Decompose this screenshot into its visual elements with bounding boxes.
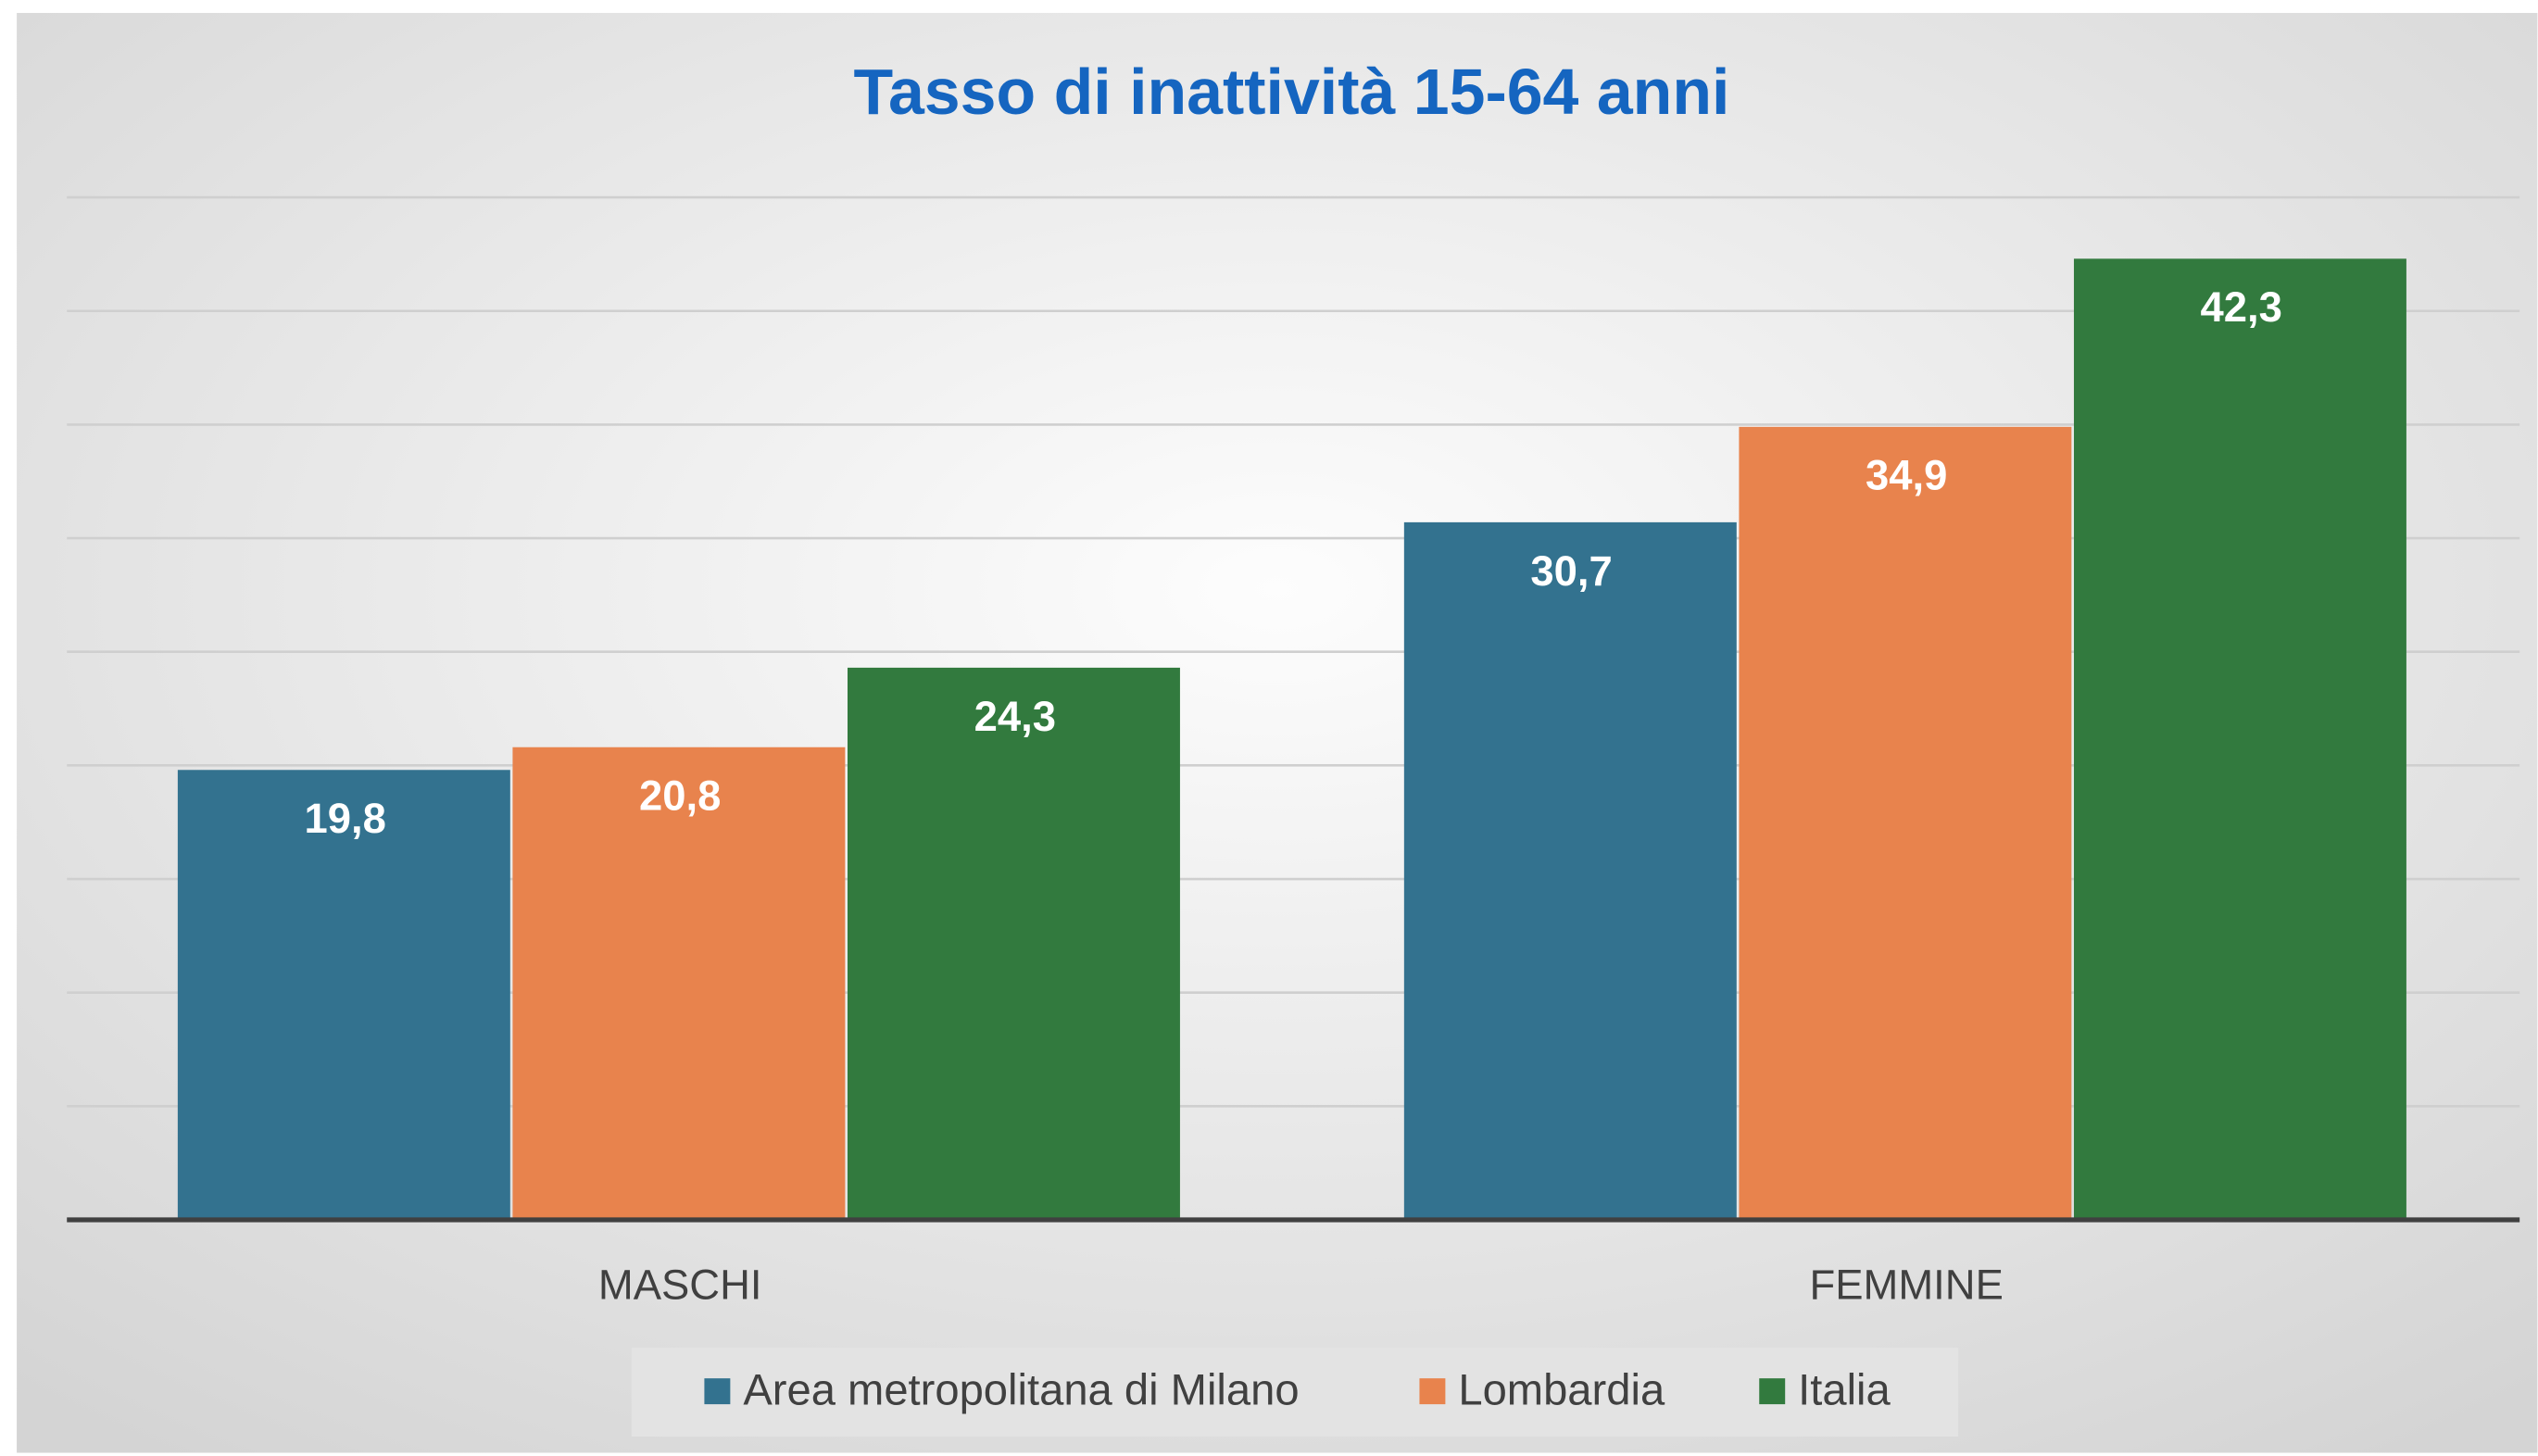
data-label: 30,7 <box>1530 547 1612 595</box>
bar <box>1403 521 1737 1220</box>
bar <box>2073 258 2406 1220</box>
data-label: 42,3 <box>2201 283 2282 331</box>
data-label: 34,9 <box>1866 452 1947 499</box>
data-label: 20,8 <box>639 772 721 820</box>
x-tick-label: MASCHI <box>598 1261 762 1308</box>
legend-marker <box>704 1378 731 1405</box>
legend-label: Italia <box>1798 1364 1891 1413</box>
bar <box>512 747 846 1220</box>
x-tick-label: FEMMINE <box>1809 1261 2003 1308</box>
data-label: 19,8 <box>304 795 385 842</box>
data-label: 24,3 <box>974 693 1056 740</box>
bar <box>177 770 510 1220</box>
bar <box>847 667 1180 1220</box>
legend-label: Lombardia <box>1458 1364 1665 1413</box>
legend-box <box>631 1347 1959 1437</box>
legend-label: Area metropolitana di Milano <box>743 1364 1299 1413</box>
legend-marker <box>1759 1378 1786 1405</box>
legend-marker <box>1419 1378 1446 1405</box>
chart-title: Tasso di inattività 15-64 anni <box>853 56 1729 128</box>
bar <box>1739 426 2072 1220</box>
